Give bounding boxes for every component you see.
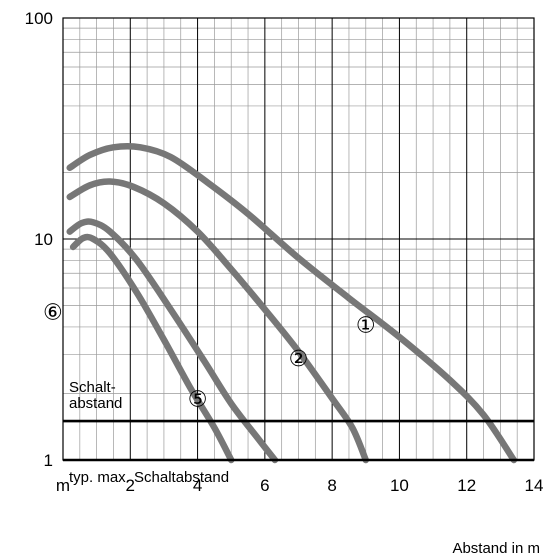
- y-tick-label: 100: [25, 9, 53, 28]
- x-tick-label: 4: [193, 476, 202, 495]
- series-label-4: ⑥: [43, 300, 63, 325]
- x-unit-label: m: [56, 476, 70, 495]
- series-label-3: ⑤: [188, 387, 208, 412]
- series-label-1: ①: [356, 314, 376, 339]
- series-line-1: [66, 142, 518, 464]
- x-tick-label: 12: [457, 476, 476, 495]
- x-tick-label: 6: [260, 476, 269, 495]
- series-line-3: [66, 218, 279, 464]
- series-label-2: ②: [289, 347, 309, 372]
- y-tick-label: 1: [44, 451, 53, 470]
- x-tick-label: 10: [390, 476, 409, 495]
- series-layer: [66, 142, 518, 464]
- x-tick-label: 2: [126, 476, 135, 495]
- annotation-typ-max: typ. max. Schaltabstand: [69, 469, 229, 486]
- plot-frame: [62, 17, 535, 461]
- annotation-schaltabstand-line1: Schalt-: [69, 379, 116, 396]
- y-tick-label: 10: [34, 230, 53, 249]
- x-tick-label: 14: [525, 476, 544, 495]
- x-tick-label: 8: [327, 476, 336, 495]
- annotation-schaltabstand-line2: abstand: [69, 395, 122, 412]
- grid-major: [63, 18, 534, 460]
- labels-layer: 1 10 100 2 4 6 8 10 12 14 m Abstand in m Schalt-abst…: [25, 9, 544, 557]
- series-line-4: [69, 233, 235, 464]
- series-line-2: [66, 178, 370, 464]
- x-axis-title: Abstand in m: [452, 540, 540, 557]
